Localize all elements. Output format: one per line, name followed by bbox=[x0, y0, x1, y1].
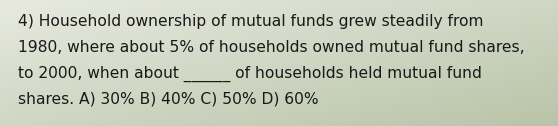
Text: to 2000, when about ______ of households held mutual fund: to 2000, when about ______ of households… bbox=[18, 66, 482, 82]
Text: 4) Household ownership of mutual funds grew steadily from: 4) Household ownership of mutual funds g… bbox=[18, 14, 483, 29]
Text: shares. A) 30% B) 40% C) 50% D) 60%: shares. A) 30% B) 40% C) 50% D) 60% bbox=[18, 92, 319, 107]
Text: 1980, where about 5% of households owned mutual fund shares,: 1980, where about 5% of households owned… bbox=[18, 40, 525, 55]
